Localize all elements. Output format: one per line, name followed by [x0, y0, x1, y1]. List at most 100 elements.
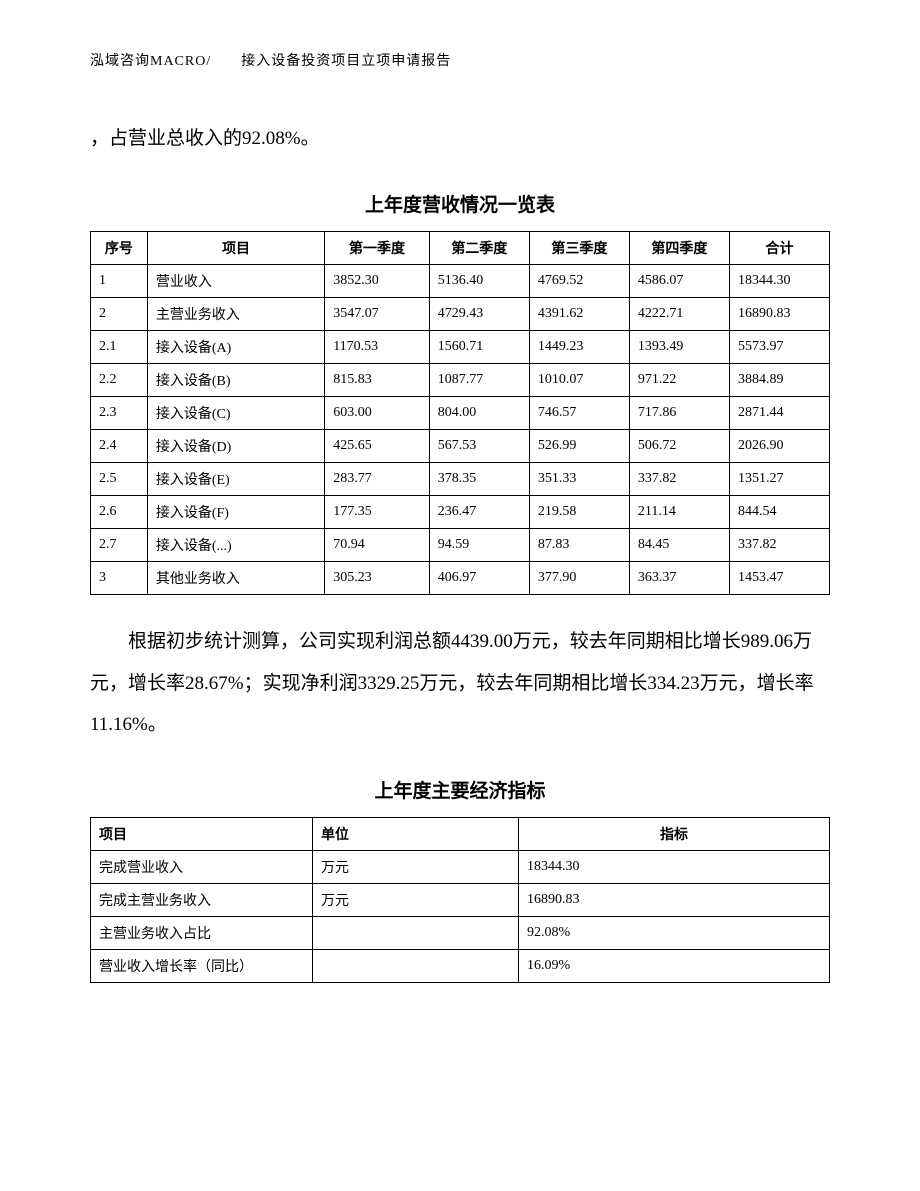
table-cell: 2.2: [91, 363, 148, 396]
table-cell: 283.77: [325, 462, 430, 495]
table2-header-row: 项目 单位 指标: [91, 818, 830, 851]
table-cell: 2.4: [91, 429, 148, 462]
page-header: 泓域咨询MACRO/ 接入设备投资项目立项申请报告: [90, 50, 830, 70]
table-row: 2.6接入设备(F)177.35236.47219.58211.14844.54: [91, 495, 830, 528]
table-cell: 4586.07: [629, 264, 729, 297]
table2-col-item: 项目: [91, 818, 313, 851]
table-cell: 305.23: [325, 561, 430, 594]
table-cell: 746.57: [529, 396, 629, 429]
table-cell: 主营业务收入占比: [91, 917, 313, 950]
table-cell: 1010.07: [529, 363, 629, 396]
table1-col-q4: 第四季度: [629, 231, 729, 264]
table1-col-q3: 第三季度: [529, 231, 629, 264]
table-cell: 完成主营业务收入: [91, 884, 313, 917]
table-cell: 接入设备(B): [147, 363, 324, 396]
table1-col-item: 项目: [147, 231, 324, 264]
table-cell: 844.54: [729, 495, 829, 528]
table-row: 1营业收入3852.305136.404769.524586.0718344.3…: [91, 264, 830, 297]
table-row: 2.1接入设备(A)1170.531560.711449.231393.4955…: [91, 330, 830, 363]
table-cell: 5136.40: [429, 264, 529, 297]
table-cell: 1449.23: [529, 330, 629, 363]
table-cell: 4769.52: [529, 264, 629, 297]
table-cell: 接入设备(D): [147, 429, 324, 462]
table-cell: 3547.07: [325, 297, 430, 330]
table-cell: 18344.30: [519, 851, 830, 884]
table-cell: 3884.89: [729, 363, 829, 396]
table-cell: 4391.62: [529, 297, 629, 330]
table-cell: 567.53: [429, 429, 529, 462]
table-cell: 351.33: [529, 462, 629, 495]
table-cell: 236.47: [429, 495, 529, 528]
table-cell: 接入设备(...): [147, 528, 324, 561]
table-cell: 1393.49: [629, 330, 729, 363]
table-cell: 177.35: [325, 495, 430, 528]
table-cell: 接入设备(E): [147, 462, 324, 495]
table-cell: 84.45: [629, 528, 729, 561]
table-cell: 425.65: [325, 429, 430, 462]
table2-col-unit: 单位: [313, 818, 519, 851]
indicators-table: 项目 单位 指标 完成营业收入万元18344.30完成主营业务收入万元16890…: [90, 817, 830, 983]
table-cell: 其他业务收入: [147, 561, 324, 594]
table-row: 2主营业务收入3547.074729.434391.624222.7116890…: [91, 297, 830, 330]
table-cell: 16890.83: [519, 884, 830, 917]
table-cell: 70.94: [325, 528, 430, 561]
table-cell: 1087.77: [429, 363, 529, 396]
table-cell: 万元: [313, 851, 519, 884]
table-cell: 2026.90: [729, 429, 829, 462]
table-cell: 3852.30: [325, 264, 430, 297]
table-cell: 4729.43: [429, 297, 529, 330]
table-cell: 接入设备(A): [147, 330, 324, 363]
table2-col-indicator: 指标: [519, 818, 830, 851]
table-cell: 219.58: [529, 495, 629, 528]
table-cell: 971.22: [629, 363, 729, 396]
table-cell: 完成营业收入: [91, 851, 313, 884]
table-cell: 2.3: [91, 396, 148, 429]
table1-col-total: 合计: [729, 231, 829, 264]
table-cell: 1453.47: [729, 561, 829, 594]
intro-paragraph: ，占营业总收入的92.08%。: [90, 118, 830, 160]
table-cell: 87.83: [529, 528, 629, 561]
table-cell: 603.00: [325, 396, 430, 429]
table-cell: 94.59: [429, 528, 529, 561]
table-cell: 3: [91, 561, 148, 594]
table1-col-q2: 第二季度: [429, 231, 529, 264]
table-cell: 717.86: [629, 396, 729, 429]
table1-col-q1: 第一季度: [325, 231, 430, 264]
table-cell: 2871.44: [729, 396, 829, 429]
table-row: 2.4接入设备(D)425.65567.53526.99506.722026.9…: [91, 429, 830, 462]
table-cell: 377.90: [529, 561, 629, 594]
table1-col-seq: 序号: [91, 231, 148, 264]
table-cell: 1560.71: [429, 330, 529, 363]
table-cell: 211.14: [629, 495, 729, 528]
table-cell: 4222.71: [629, 297, 729, 330]
table-cell: 1: [91, 264, 148, 297]
middle-paragraph: 根据初步统计测算，公司实现利润总额4439.00万元，较去年同期相比增长989.…: [90, 621, 830, 746]
table-cell: 337.82: [729, 528, 829, 561]
table-row: 主营业务收入占比 92.08%: [91, 917, 830, 950]
table-cell: 378.35: [429, 462, 529, 495]
table-cell: 主营业务收入: [147, 297, 324, 330]
table-cell: 2.7: [91, 528, 148, 561]
table-cell: 337.82: [629, 462, 729, 495]
table-row: 完成营业收入万元18344.30: [91, 851, 830, 884]
table-cell: 406.97: [429, 561, 529, 594]
table-cell: 营业收入增长率（同比）: [91, 950, 313, 983]
table-cell: 2.6: [91, 495, 148, 528]
table-cell: 1170.53: [325, 330, 430, 363]
table-cell: 1351.27: [729, 462, 829, 495]
table-cell: 804.00: [429, 396, 529, 429]
table-row: 完成主营业务收入万元16890.83: [91, 884, 830, 917]
table-cell: 2.1: [91, 330, 148, 363]
table-row: 2.7接入设备(...)70.9494.5987.8384.45337.82: [91, 528, 830, 561]
table-row: 营业收入增长率（同比）16.09%: [91, 950, 830, 983]
table1-title: 上年度营收情况一览表: [90, 190, 830, 217]
table-row: 2.5接入设备(E)283.77378.35351.33337.821351.2…: [91, 462, 830, 495]
table1-header-row: 序号 项目 第一季度 第二季度 第三季度 第四季度 合计: [91, 231, 830, 264]
table-cell: 526.99: [529, 429, 629, 462]
table-cell: 363.37: [629, 561, 729, 594]
table-cell: 2: [91, 297, 148, 330]
table-cell: 92.08%: [519, 917, 830, 950]
table-cell: [313, 917, 519, 950]
table-row: 2.3接入设备(C)603.00804.00746.57717.862871.4…: [91, 396, 830, 429]
table-cell: 815.83: [325, 363, 430, 396]
